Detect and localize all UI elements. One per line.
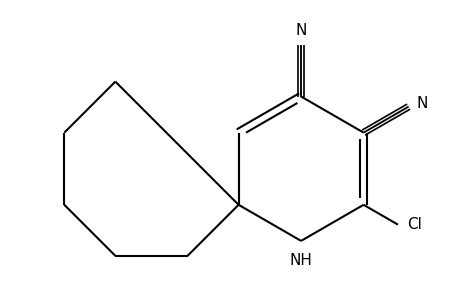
Text: N: N: [295, 22, 306, 38]
Text: NH: NH: [289, 253, 312, 268]
Text: Cl: Cl: [406, 217, 421, 232]
Text: N: N: [415, 97, 426, 112]
